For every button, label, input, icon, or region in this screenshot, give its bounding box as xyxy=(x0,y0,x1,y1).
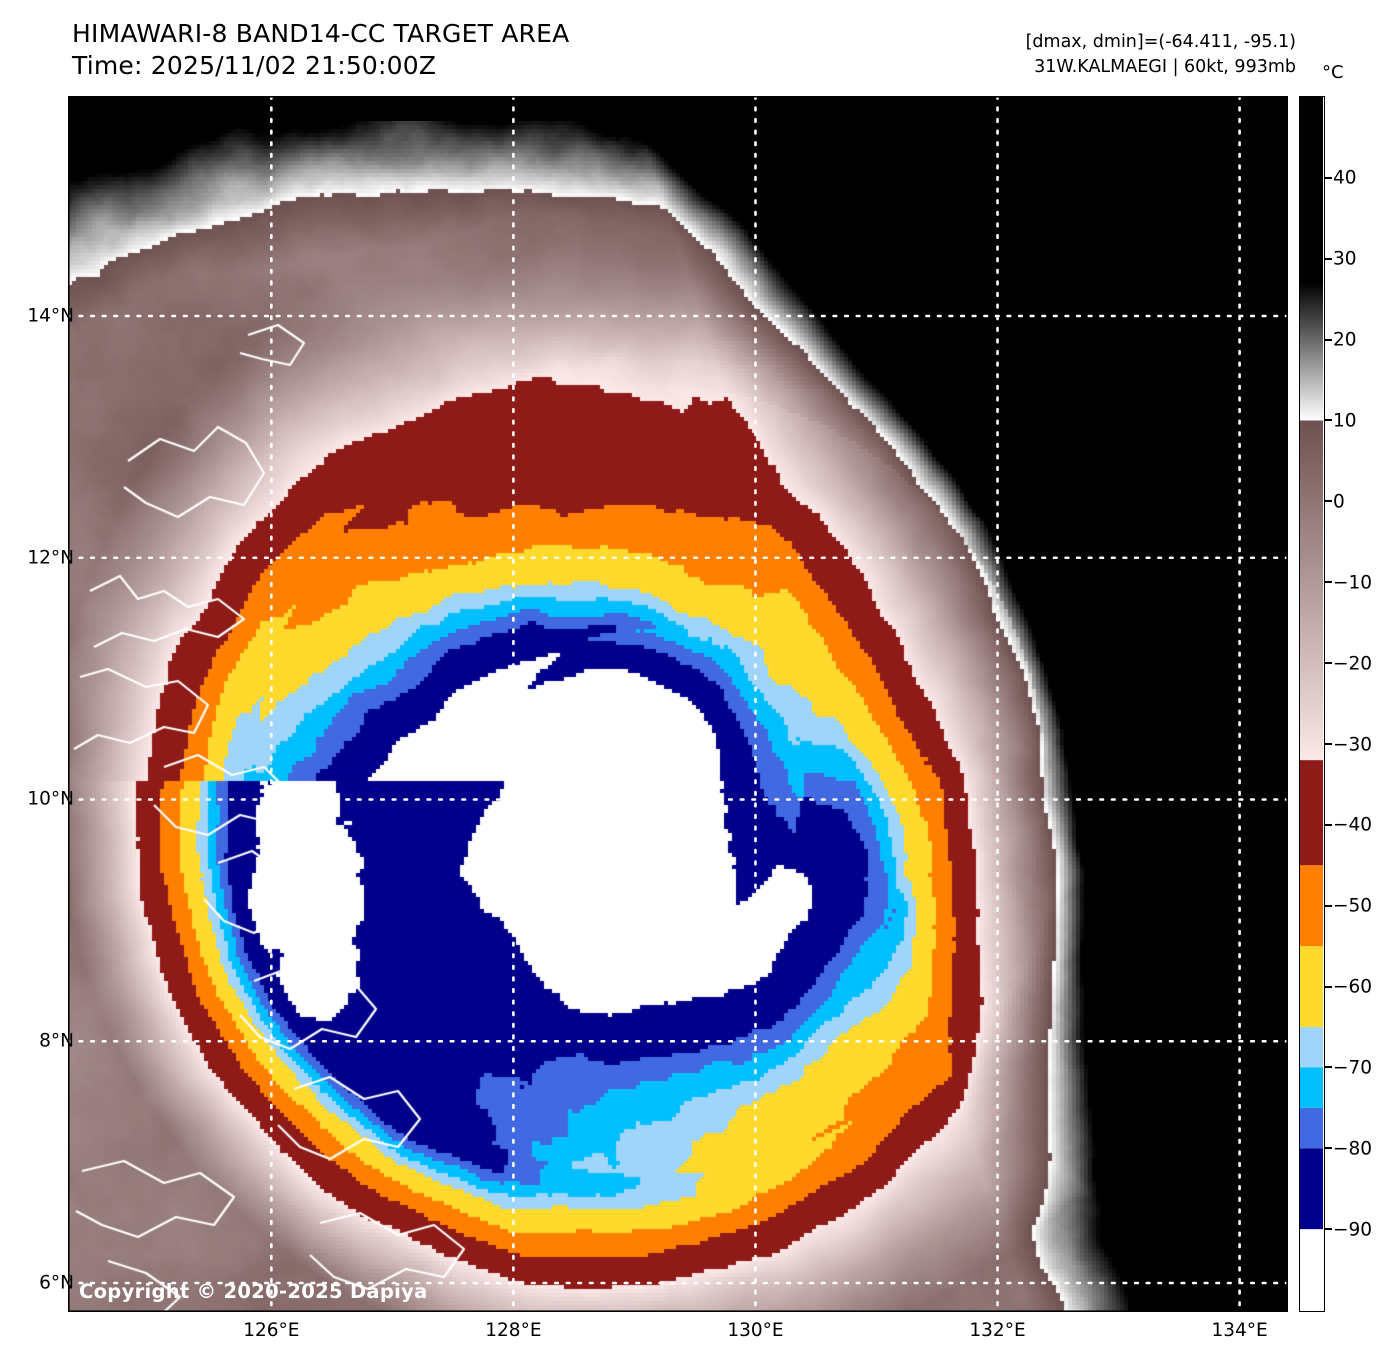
colorbar-tick-mark xyxy=(1325,904,1332,907)
colorbar-tick-label: 40 xyxy=(1333,167,1357,189)
colorbar-tick-mark xyxy=(1325,742,1332,745)
x-axis-tick-label: 126°E xyxy=(243,1320,300,1341)
colorbar-tick-label: −50 xyxy=(1333,895,1373,917)
colorbar-tick-mark xyxy=(1325,1228,1332,1231)
colorbar-gradient xyxy=(1300,97,1323,1310)
colorbar-tick-mark xyxy=(1325,1147,1332,1150)
colorbar-segment-black xyxy=(1300,97,1323,283)
header-meta-block: [dmax, dmin]=(-64.411, -95.1) 31W.KALMAE… xyxy=(1026,30,1296,80)
colorbar-tick-label: −20 xyxy=(1333,653,1373,675)
colorbar-tick-label: −90 xyxy=(1333,1219,1373,1241)
colorbar-tick-mark xyxy=(1325,662,1332,665)
satellite-image-plot[interactable] xyxy=(68,96,1288,1312)
x-axis-tick-label: 132°E xyxy=(969,1320,1026,1341)
colorbar-unit-label: °C xyxy=(1322,62,1344,83)
copyright-label: Copyright © 2020-2025 Dapiya xyxy=(79,1280,428,1303)
colorbar-tick-label: −70 xyxy=(1333,1057,1373,1079)
colorbar-segment-dark-red xyxy=(1300,760,1323,866)
storm-info-label: 31W.KALMAEGI | 60kt, 993mb xyxy=(1034,57,1296,77)
colorbar-tick-mark xyxy=(1325,1066,1332,1069)
colorbar-tick-mark xyxy=(1325,823,1332,826)
colorbar-tick-mark xyxy=(1325,338,1332,341)
timestamp-label: Time: 2025/11/02 21:50:00Z xyxy=(72,51,437,80)
colorbar-tick-label: −60 xyxy=(1333,976,1373,998)
colorbar-segment-royal-blue xyxy=(1300,1107,1323,1149)
colorbar-segment-orange xyxy=(1300,865,1323,947)
y-axis-tick-label: 12°N xyxy=(27,547,74,569)
colorbar-segment-below-90 xyxy=(1300,1229,1323,1310)
colorbar-tick-mark xyxy=(1325,257,1332,260)
colorbar-tick-mark xyxy=(1325,176,1332,179)
colorbar-tick-mark xyxy=(1325,500,1332,503)
header-title-block: HIMAWARI-8 BAND14-CC TARGET AREA Time: 2… xyxy=(72,18,569,82)
x-axis-tick-label: 134°E xyxy=(1211,1320,1268,1341)
colorbar[interactable] xyxy=(1299,96,1325,1312)
colorbar-tick-mark xyxy=(1325,985,1332,988)
colorbar-tick-label: 0 xyxy=(1333,491,1345,513)
plot-border xyxy=(68,96,1288,1312)
colorbar-tick-label: 10 xyxy=(1333,410,1357,432)
y-axis-tick-label: 14°N xyxy=(27,305,74,327)
colorbar-segment-light-blue xyxy=(1300,1026,1323,1068)
page-title: HIMAWARI-8 BAND14-CC TARGET AREA xyxy=(72,19,570,48)
y-axis-tick-label: 10°N xyxy=(27,788,74,810)
colorbar-segment-yellow xyxy=(1300,946,1323,1027)
y-axis-tick-label: 6°N xyxy=(39,1272,74,1294)
colorbar-tick-label: 30 xyxy=(1333,248,1357,270)
colorbar-segment-cyan xyxy=(1300,1067,1323,1108)
colorbar-tick-label: 20 xyxy=(1333,329,1357,351)
y-axis-tick-label: 8°N xyxy=(39,1030,74,1052)
colorbar-segment-navy xyxy=(1300,1148,1323,1230)
colorbar-tick-mark xyxy=(1325,581,1332,584)
satellite-imagery-canvas xyxy=(68,96,1288,1312)
colorbar-segment-brown-ramp xyxy=(1300,420,1323,761)
colorbar-tick-mark xyxy=(1325,419,1332,422)
dmax-dmin-label: [dmax, dmin]=(-64.411, -95.1) xyxy=(1025,32,1296,52)
x-axis-tick-label: 130°E xyxy=(727,1320,784,1341)
colorbar-tick-label: −40 xyxy=(1333,814,1373,836)
ir-brightness-temperature-raster xyxy=(68,121,1233,1312)
colorbar-tick-label: −30 xyxy=(1333,734,1373,756)
colorbar-tick-label: −80 xyxy=(1333,1138,1373,1160)
x-axis-tick-label: 128°E xyxy=(485,1320,542,1341)
colorbar-segment-gray-ramp xyxy=(1300,282,1323,421)
colorbar-tick-label: −10 xyxy=(1333,572,1373,594)
